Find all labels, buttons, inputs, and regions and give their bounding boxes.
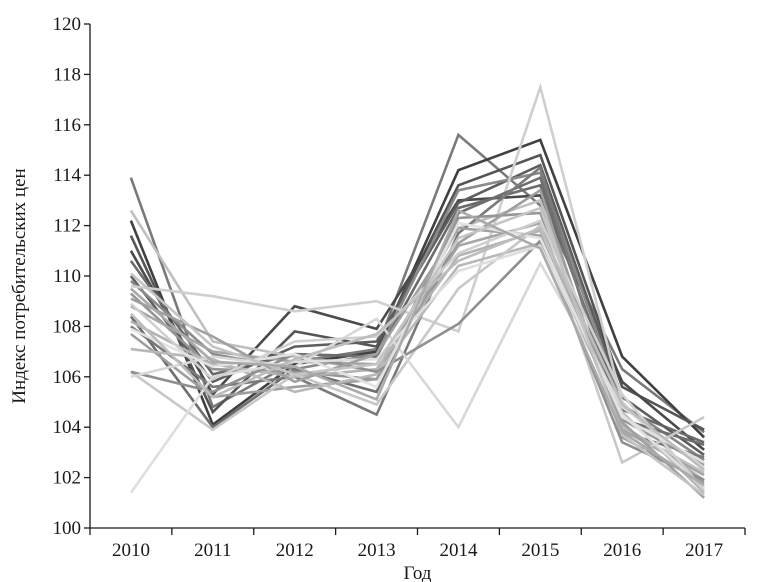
series-layer	[129, 82, 706, 499]
series-line-22	[130, 218, 706, 492]
y-tick-label: 100	[53, 518, 82, 539]
x-axis-title: Год	[404, 563, 432, 582]
series-line-18	[130, 238, 705, 482]
series-line-15	[130, 188, 705, 484]
y-tick-label: 118	[53, 64, 81, 85]
series-line-20	[130, 260, 705, 469]
x-tick-label: 2010	[112, 540, 150, 561]
x-tick-label: 2013	[358, 540, 396, 561]
x-tick-label: 2016	[603, 540, 641, 561]
x-tick-label: 2014	[439, 540, 478, 561]
y-tick-label: 106	[53, 367, 82, 388]
series-line-24	[130, 206, 705, 497]
series-line-26	[130, 208, 705, 487]
series-line-25	[129, 226, 705, 472]
y-tick-label: 120	[53, 14, 82, 35]
axes-layer	[84, 23, 746, 535]
y-tick-label: 110	[53, 266, 81, 287]
x-tick-label: 2011	[194, 540, 231, 561]
y-tick-label: 108	[53, 316, 82, 337]
y-tick-label: 112	[53, 216, 81, 237]
x-tick-label: 2015	[521, 540, 559, 561]
y-tick-label: 102	[53, 468, 82, 489]
y-tick-label: 116	[53, 115, 81, 136]
x-tick-label: 2017	[685, 540, 723, 561]
series-line-2	[129, 138, 706, 439]
x-tick-label: 2012	[276, 540, 314, 561]
y-axis-title: Индекс потребительских цен	[9, 168, 30, 403]
y-tick-label: 114	[53, 165, 81, 186]
series-line-21	[130, 226, 705, 499]
labels-layer: 100 102 104 106 108 110 112 114 116 118 120 2010 201…	[53, 14, 724, 561]
y-tick-label: 104	[53, 417, 82, 438]
